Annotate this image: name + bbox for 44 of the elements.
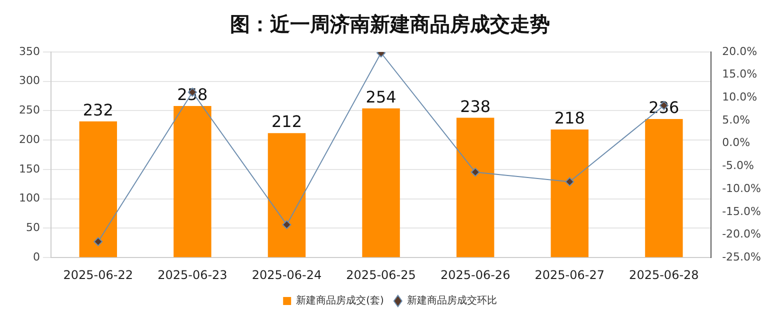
- bar: [174, 106, 212, 258]
- y-tick-label: 350: [18, 44, 40, 58]
- bar: [362, 108, 400, 258]
- y2-tick-label: 20.0%: [722, 44, 758, 58]
- bar: [550, 130, 588, 258]
- legend-label: 新建商品房成交环比: [406, 294, 497, 307]
- data-label: 254: [366, 88, 396, 107]
- bar: [268, 133, 306, 258]
- legend-label: 新建商品房成交(套): [296, 294, 384, 307]
- data-label: 238: [460, 96, 491, 116]
- x-tick-label: 2025-06-27: [534, 268, 605, 282]
- chart-title: 图：近一周济南新建商品房成交走势: [230, 12, 550, 36]
- y2-tick-label: 10.0%: [722, 90, 758, 104]
- point: [470, 168, 480, 177]
- y-tick-label: 300: [18, 74, 40, 88]
- y2-tick-label: -10.0%: [722, 182, 762, 195]
- y2-tick-label: 15.0%: [722, 68, 758, 81]
- bar: [645, 118, 683, 258]
- y2-tick-label: 5.0%: [722, 113, 750, 126]
- bar: [79, 121, 118, 258]
- y-tick-label: 0: [32, 250, 40, 264]
- y2-tick-label: -20.0%: [722, 228, 762, 241]
- y-tick-label: 250: [18, 104, 40, 117]
- point: [565, 177, 574, 186]
- y2-tick-label: 0.0%: [722, 136, 750, 150]
- point: [94, 237, 103, 246]
- x-tick-label: 2025-06-22: [63, 268, 134, 282]
- y-tick-label: 200: [18, 132, 40, 146]
- y2-tick-label: -15.0%: [722, 204, 762, 218]
- y-tick-label: 150: [18, 162, 40, 176]
- y2-tick-label: -25.0%: [722, 250, 762, 264]
- x-tick-label: 2025-06-24: [252, 268, 322, 282]
- y-tick-label: 50: [26, 221, 40, 234]
- data-label: 232: [82, 100, 114, 120]
- x-tick-label: 2025-06-25: [346, 268, 416, 282]
- x-tick-label: 2025-06-23: [158, 268, 228, 282]
- bar: [456, 118, 494, 258]
- x-tick-label: 2025-06-28: [629, 268, 699, 282]
- data-label: 212: [271, 112, 302, 132]
- x-tick-label: 2025-06-26: [440, 268, 510, 282]
- y2-tick-label: -5.0%: [722, 159, 754, 172]
- y-tick-label: 100: [18, 192, 40, 205]
- data-label: 218: [554, 108, 585, 128]
- point: [282, 220, 292, 230]
